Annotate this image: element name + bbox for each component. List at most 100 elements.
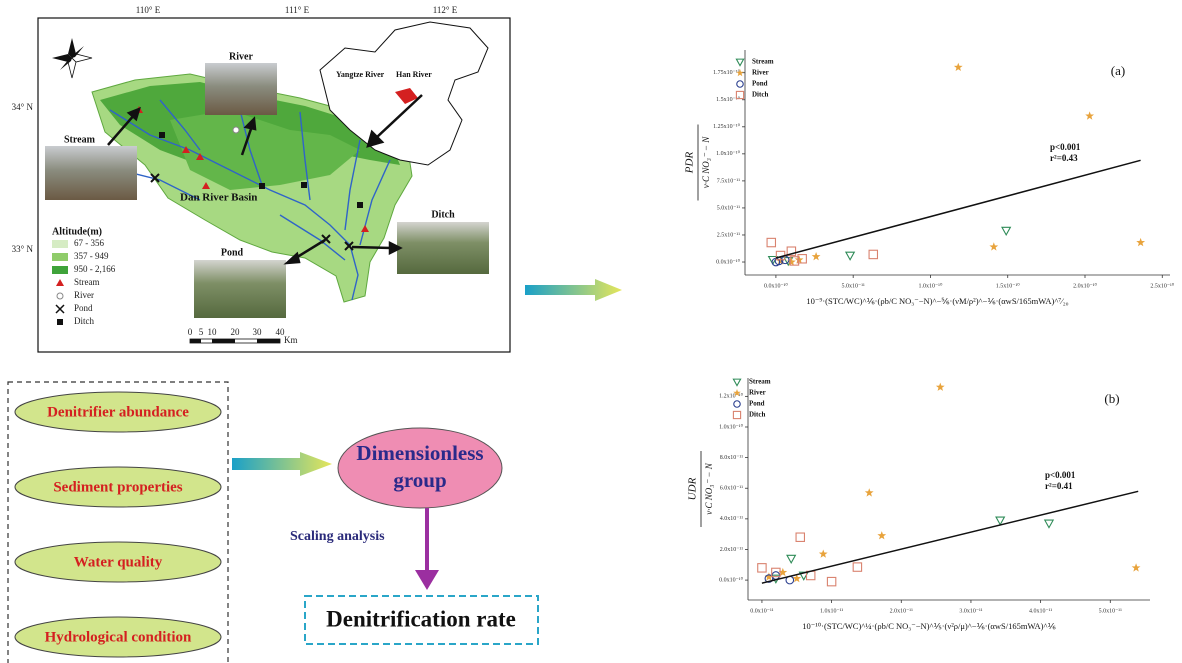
legend-label: 67 - 356: [74, 238, 104, 248]
lat-label: 34° N: [12, 102, 34, 112]
y-tick-label: 0.0x10⁻¹⁰: [716, 258, 740, 265]
legend-symbol: [733, 411, 740, 418]
lat-label: 33° N: [12, 244, 34, 254]
y-tick-label: 1.2x10⁻¹⁰: [719, 393, 743, 400]
point: [954, 63, 963, 71]
y-tick-label: 7.5x10⁻¹¹: [717, 178, 740, 184]
photo-label: Ditch: [431, 209, 455, 220]
photo-label: River: [229, 51, 253, 62]
factor-label: Water quality: [74, 554, 163, 570]
point: [936, 383, 945, 391]
scale-label: 5: [199, 327, 204, 337]
panel-label: (a): [1111, 63, 1125, 78]
lon-label: 110° E: [136, 5, 161, 15]
y-tick-label: 6.0x10⁻¹¹: [720, 486, 743, 492]
point: [819, 549, 828, 557]
x-tick-label: 0.0x10⁻¹⁰: [764, 282, 788, 289]
charts: 0.0x10⁻¹⁰ 2.5x10⁻¹¹ 5.0x10⁻¹¹ 7.5x10⁻¹¹ 1.0x…: [684, 50, 1175, 631]
body: 110° E 111° E 112° E 34° N 33° N: [0, 0, 1182, 663]
x-tick-label: 5.0x10⁻¹¹: [842, 283, 865, 289]
x-tick-label: 2.0x10⁻¹⁰: [1073, 282, 1097, 289]
photo-label: Pond: [221, 247, 244, 258]
point: [1045, 520, 1053, 528]
x-axis-label: 10⁻⁹·(STC/WC)^⅙·(ρb/C NO₃⁻−N)^−⅚·(νM/ρ²)…: [806, 296, 1068, 306]
point: [767, 238, 775, 246]
point: [989, 242, 998, 250]
scale-label: 30: [253, 327, 263, 337]
legend-label: 950 - 2,166: [74, 264, 116, 274]
point: [812, 252, 821, 260]
point: [1085, 111, 1094, 119]
y-tick-label: 1.0x10⁻¹⁰: [716, 150, 740, 157]
legend-label: River: [752, 69, 769, 77]
x-tick-label: 1.0x10⁻¹⁰: [919, 282, 943, 289]
legend-swatch: [52, 266, 68, 274]
x-tick-label: 0.0x10⁻¹¹: [750, 608, 773, 614]
point: [869, 250, 877, 258]
x-tick-label: 3.0x10⁻¹¹: [959, 608, 982, 614]
map: 110° E 111° E 112° E 34° N 33° N: [12, 5, 510, 352]
basin-label: Dan River Basin: [180, 192, 257, 204]
graphical-abstract: 110° E 111° E 112° E 34° N 33° N: [0, 0, 1182, 663]
flow-arrow: [232, 452, 332, 476]
x-tick-label: 4.0x10⁻¹¹: [1029, 608, 1052, 614]
inset-label: Han River: [396, 70, 432, 79]
flowchart: Denitrifier abundance Sediment propertie…: [8, 382, 538, 663]
legend-label: River: [749, 389, 766, 397]
legend-label: Pond: [74, 303, 93, 313]
y-tick-label: 2.0x10⁻¹¹: [720, 547, 743, 553]
legend-symbol: [734, 401, 740, 407]
point: [796, 533, 804, 541]
point: [787, 555, 795, 563]
y-axis-label: ν·C NO₃⁻ − N: [701, 136, 711, 188]
y-axis-label: UDR: [687, 477, 699, 500]
group-label: Dimensionless: [356, 441, 483, 465]
point: [865, 488, 874, 496]
x-tick-label: 2.0x10⁻¹¹: [890, 608, 913, 614]
photo-label: Stream: [64, 134, 96, 145]
y-tick-label: 1.0x10⁻¹⁰: [719, 423, 743, 430]
point: [827, 577, 835, 585]
ditch-photo: [397, 222, 489, 274]
y-tick-label: 1.75x10⁻¹⁰: [713, 69, 740, 76]
factor-label: Hydrological condition: [45, 629, 192, 645]
scale-label: 10: [208, 327, 218, 337]
x-tick-label: 2.5x10⁻¹⁰: [1150, 282, 1174, 289]
lon-label: 112° E: [433, 5, 458, 15]
factor-label: Denitrifier abundance: [47, 404, 189, 420]
river-photo: [205, 63, 277, 115]
fit-line: [776, 160, 1141, 258]
x-tick-label: 1.0x10⁻¹¹: [820, 608, 843, 614]
annotation: p<0.001: [1050, 142, 1081, 152]
y-tick-label: 2.5x10⁻¹¹: [717, 232, 740, 238]
legend-label: Stream: [752, 58, 774, 66]
point: [877, 531, 886, 539]
y-tick-label: 1.25x10⁻¹⁰: [713, 123, 740, 130]
method-label: Scaling analysis: [290, 529, 385, 544]
y-tick-label: 5.0x10⁻¹¹: [717, 205, 740, 211]
inset-label: Yangtze River: [336, 70, 385, 79]
legend-title: Altitude(m): [52, 226, 102, 237]
panel-label: (b): [1104, 391, 1119, 406]
y-axis-label: ν·C NO₃⁻ − N: [704, 462, 714, 514]
x-axis-label: 10⁻¹⁰·(STC/WC)^¼·(ρb/C NO₃⁻−N)^⅕·(ν²ρ/μ)…: [802, 621, 1056, 631]
annotation: r²=0.43: [1050, 153, 1078, 163]
legend-label: Ditch: [749, 411, 765, 419]
group-label: group: [393, 468, 446, 492]
y-tick-label: 4.0x10⁻¹¹: [720, 516, 743, 522]
y-tick-label: 0.0x10⁻¹⁰: [719, 576, 743, 583]
down-arrow-head: [415, 570, 439, 590]
page: Graphical abstract { "map": { "lon_label…: [0, 0, 1182, 663]
factor-label: Sediment properties: [53, 479, 182, 495]
legend-symbol: [733, 379, 740, 385]
point: [853, 563, 861, 571]
point: [996, 517, 1004, 525]
legend-label: Stream: [74, 277, 100, 287]
result-label: Denitrification rate: [326, 606, 516, 631]
legend-label: Ditch: [74, 316, 94, 326]
legend-symbol: [57, 293, 63, 299]
legend-swatch: [52, 253, 68, 261]
legend-label: Pond: [749, 400, 765, 408]
legend-symbol: [737, 81, 743, 87]
fit-line: [762, 491, 1138, 583]
